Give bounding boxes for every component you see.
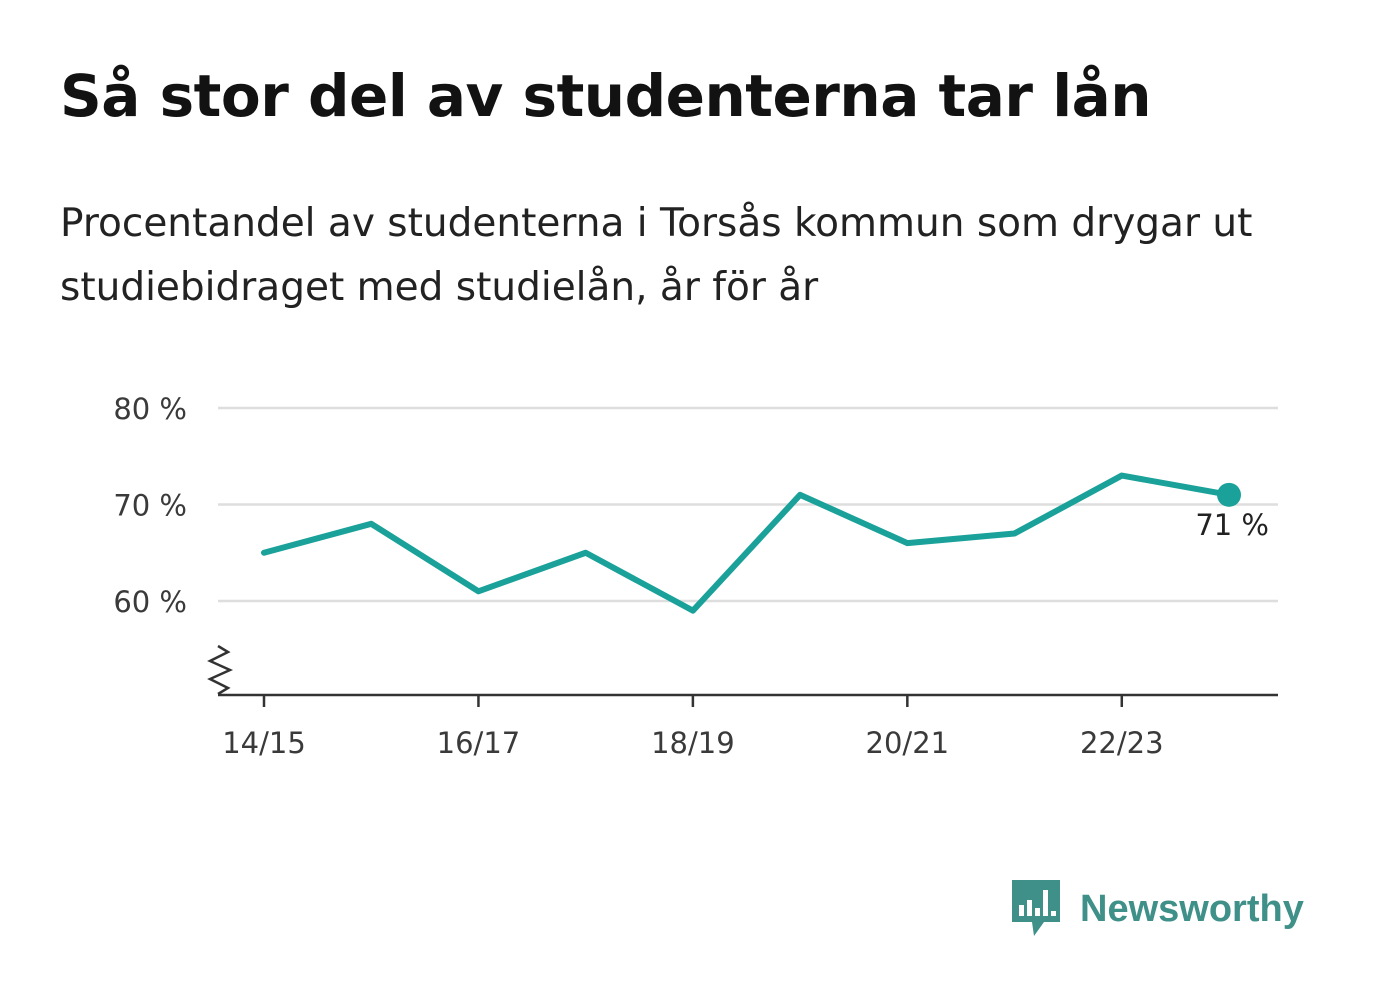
axis-break-icon (207, 644, 234, 696)
y-tick-label: 80 % (113, 392, 187, 426)
x-tick-label: 20/21 (866, 726, 950, 760)
last-point-marker (1217, 482, 1241, 507)
newsworthy-logo-icon (1012, 880, 1060, 936)
last-value-label: 71 % (1195, 508, 1269, 542)
series-line (261, 472, 1232, 614)
brand-name: Newsworthy (1080, 887, 1304, 930)
y-tick-label: 60 % (113, 585, 187, 619)
brand-logo: Newsworthy (1010, 878, 1304, 940)
x-tick-label: 16/17 (437, 726, 521, 760)
chart-title: Så stor del av studenterna tar lån (60, 62, 1152, 130)
y-tick-label: 70 % (113, 489, 187, 523)
x-tick-label: 22/23 (1080, 726, 1164, 760)
chart-subtitle: Procentandel av studenterna i Torsås kom… (60, 201, 1253, 310)
x-tick-label: 18/19 (651, 726, 735, 760)
x-tick-label: 14/15 (222, 726, 306, 760)
